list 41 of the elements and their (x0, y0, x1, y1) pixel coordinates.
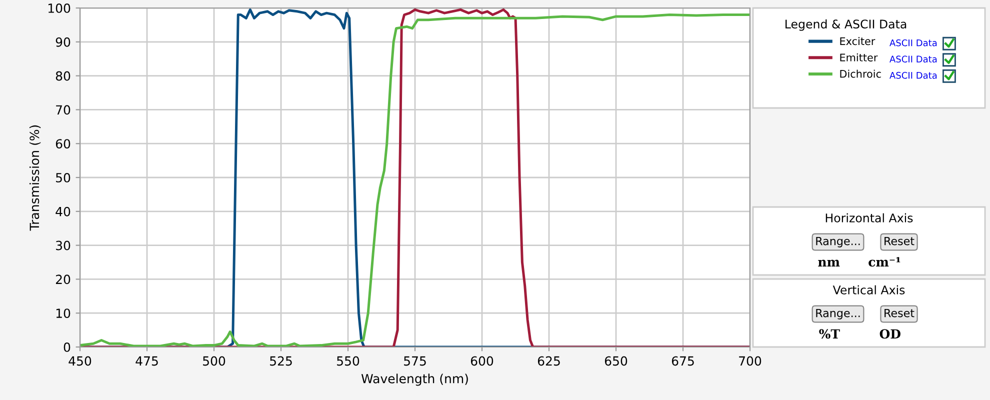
y-tick-label: 90 (56, 37, 70, 47)
x-tick-label: 525 (270, 356, 292, 366)
text: Range... (816, 236, 860, 248)
text: Range... (816, 308, 860, 320)
text: Reset (884, 236, 914, 246)
y-tick-label: 0 (64, 342, 70, 352)
x-tick-label: 675 (672, 356, 694, 366)
text: cm⁻¹ (868, 257, 900, 267)
x-tick-label: 450 (68, 356, 92, 366)
y-tick-label: 50 (56, 172, 70, 182)
y-tick-label: 70 (56, 105, 70, 115)
x-tick-label: 600 (470, 356, 494, 366)
legend-label: Exciter (840, 37, 876, 46)
text: Reset (884, 308, 914, 318)
y-tick-label: 20 (56, 274, 70, 284)
text: ASCII Data (890, 56, 937, 62)
x-tick-label: 700 (739, 356, 762, 366)
legend-label: Dichroic (840, 70, 881, 78)
text: Vertical Axis (832, 285, 905, 294)
y-tick-label: 10 (56, 308, 70, 318)
y-tick-label: 100 (48, 3, 70, 13)
x-tick-label: 625 (538, 356, 560, 366)
x-tick-label: 575 (404, 356, 426, 366)
y-tick-label: 60 (56, 139, 70, 149)
text: nm (818, 260, 840, 266)
text: Horizontal Axis (826, 213, 913, 222)
legend-title: Legend & ASCII Data (786, 19, 906, 31)
y-tick-label: 30 (56, 240, 70, 250)
text: ASCII Data (890, 72, 937, 79)
x-tick-label: 550 (337, 356, 360, 366)
y-tick-label: 80 (56, 71, 70, 81)
y-axis-title: Transmission (%) (29, 125, 41, 231)
x-tick-label: 650 (604, 356, 628, 366)
text: ASCII Data (890, 39, 937, 46)
text: OD (880, 329, 900, 339)
legend-label: Emitter (840, 53, 878, 62)
x-axis-title: Wavelength (nm) (361, 374, 468, 386)
y-tick-label: 40 (56, 206, 70, 216)
x-tick-label: 475 (136, 356, 158, 366)
x-tick-label: 500 (203, 356, 226, 366)
text: %T (819, 329, 840, 339)
